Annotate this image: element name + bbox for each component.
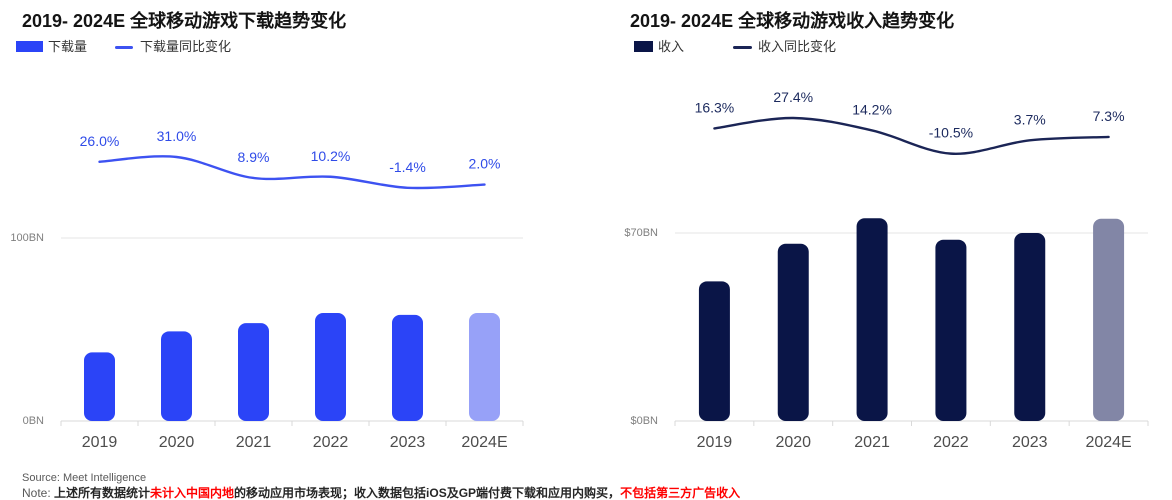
bar-2021 — [856, 218, 888, 421]
note-line: Note: 上述所有数据统计未计入中国内地的移动应用市场表现；收入数据包括iOS… — [22, 484, 740, 500]
x-label-2022: 2022 — [933, 434, 969, 451]
bar-2022 — [935, 239, 967, 421]
bar-2020 — [161, 331, 192, 421]
downloads-bar-legend-swatch — [16, 41, 43, 52]
bar-2024E — [469, 313, 500, 421]
yoy-line — [713, 116, 1110, 155]
revenue-chart-title: 2019- 2024E 全球移动游戏收入趋势变化 — [630, 11, 955, 31]
downloads-bar-legend-label: 下载量 — [48, 39, 88, 54]
yoy-label: 16.3% — [695, 99, 735, 115]
x-label-2024E: 2024E — [1085, 434, 1131, 451]
charts-plot-area: 2019 2020 2021 2022 2023 2024E 26.0% 31.0% 8.9% 1… — [60, 89, 1149, 451]
bar-2020 — [777, 243, 809, 421]
yoy-label: 27.4% — [773, 89, 813, 105]
note-segment: 上述所有数据统计 — [54, 486, 151, 500]
note-segment: Note: — [22, 486, 55, 500]
downloads-line-legend-label: 下载量同比变化 — [140, 39, 232, 54]
x-label-2023: 2023 — [1012, 434, 1048, 451]
x-label-2021: 2021 — [854, 434, 890, 451]
x-label-2020: 2020 — [159, 434, 195, 451]
downloads-chart-title: 2019- 2024E 全球移动游戏下载趋势变化 — [22, 11, 347, 31]
downloads-yaxis-top-label: 100BN — [10, 232, 44, 244]
yoy-label: 31.0% — [157, 128, 197, 144]
yoy-line — [98, 155, 486, 190]
revenue-line-legend-swatch — [733, 46, 752, 49]
yoy-label: -1.4% — [389, 159, 426, 175]
yoy-label: 10.2% — [311, 148, 351, 164]
x-label-2023: 2023 — [390, 434, 426, 451]
x-label-2024E: 2024E — [461, 434, 507, 451]
bar-2023 — [1014, 233, 1046, 421]
yoy-label: 3.7% — [1014, 111, 1046, 127]
revenue-line-legend-label: 收入同比变化 — [758, 39, 837, 54]
note-segment: 不包括第三方广告收入 — [620, 486, 741, 500]
yoy-label: 7.3% — [1093, 108, 1125, 124]
bar-2023 — [392, 314, 423, 421]
yoy-label: 8.9% — [238, 149, 270, 165]
x-label-2019: 2019 — [697, 434, 733, 451]
bar-2024E — [1093, 218, 1125, 421]
x-label-2022: 2022 — [313, 434, 349, 451]
revenue-bar-legend-swatch — [634, 41, 653, 52]
yoy-label: -10.5% — [929, 125, 973, 141]
yoy-label: 14.2% — [852, 101, 892, 117]
bar-2022 — [315, 313, 346, 421]
yoy-label: 2.0% — [469, 156, 501, 172]
downloads-line-legend-swatch — [115, 46, 133, 49]
bar-2019 — [84, 352, 115, 421]
revenue-yaxis-top-label: $70BN — [624, 227, 658, 239]
x-label-2020: 2020 — [775, 434, 811, 451]
x-label-2019: 2019 — [82, 434, 118, 451]
yoy-label: 26.0% — [80, 133, 120, 149]
note-segment: 的移动应用市场表现；收入数据包括iOS及GP端付费下载和应用内购买， — [234, 486, 621, 500]
revenue-bar-legend-label: 收入 — [658, 39, 685, 54]
bar-2021 — [238, 323, 269, 421]
revenue-yaxis-bottom-label: $0BN — [630, 415, 658, 427]
note-segment: 未计入中国内地 — [150, 486, 235, 500]
downloads-yaxis-bottom-label: 0BN — [22, 415, 44, 427]
source-line: Source: Meet Intelligence — [22, 472, 147, 484]
x-label-2021: 2021 — [236, 434, 272, 451]
bar-2019 — [698, 281, 730, 421]
